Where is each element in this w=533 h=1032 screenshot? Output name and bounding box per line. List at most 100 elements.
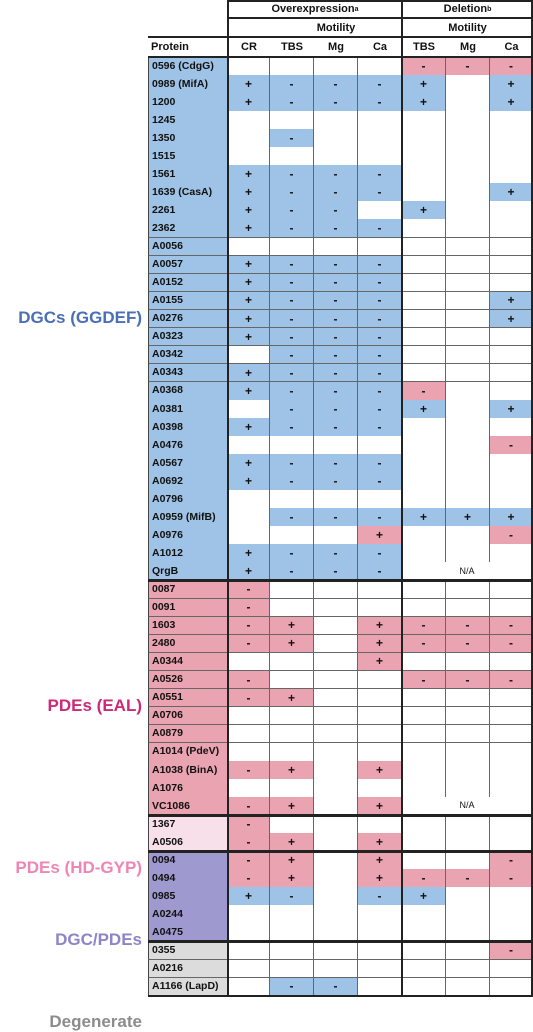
result-cell [446, 381, 490, 401]
result-cell: + [270, 688, 314, 708]
result-cell: - [314, 309, 358, 329]
result-cell [446, 363, 490, 383]
result-cell [228, 742, 270, 762]
result-cell [270, 706, 314, 726]
result-cell [270, 526, 314, 545]
result-cell [314, 526, 358, 545]
result-cell [490, 742, 533, 762]
protein-name-cell: A1038 (BinA) [148, 760, 228, 780]
result-cell [490, 760, 533, 780]
result-cell [314, 147, 358, 166]
result-cell [402, 959, 446, 979]
result-cell [490, 237, 533, 257]
protein-name-cell: 0596 (CdgG) [148, 57, 228, 76]
protein-name-cell: A0692 [148, 472, 228, 491]
result-cell [358, 724, 402, 744]
result-cell [358, 57, 402, 76]
result-cell [358, 815, 402, 834]
result-cell: - [270, 544, 314, 563]
result-cell [446, 111, 490, 130]
result-cell: + [270, 760, 314, 780]
protein-name-cell: VC1086 [148, 797, 228, 816]
result-cell: - [314, 201, 358, 221]
result-cell: - [358, 381, 402, 401]
result-cell [402, 418, 446, 437]
result-cell [446, 815, 490, 834]
result-cell [446, 598, 490, 618]
not-applicable-label: N/A [402, 562, 533, 582]
result-cell: + [490, 75, 533, 94]
result-cell [314, 923, 358, 943]
result-cell: + [270, 634, 314, 654]
result-cell [270, 580, 314, 600]
result-cell: - [402, 57, 446, 76]
horizontal-rule [148, 56, 533, 58]
result-cell [490, 544, 533, 563]
result-cell: - [446, 57, 490, 76]
result-cell: - [358, 345, 402, 365]
result-cell [490, 111, 533, 130]
horizontal-rule [148, 814, 533, 817]
result-cell [314, 652, 358, 672]
result-cell: + [270, 851, 314, 870]
result-cell: - [270, 273, 314, 293]
result-cell [402, 472, 446, 491]
deletion-label: Deletion [443, 3, 488, 15]
result-cell [490, 363, 533, 383]
result-cell: - [314, 93, 358, 112]
result-cell [402, 454, 446, 473]
result-cell [314, 598, 358, 618]
result-cell: + [402, 93, 446, 112]
result-cell: - [228, 634, 270, 654]
result-cell [490, 273, 533, 293]
protein-name-cell: 2480 [148, 634, 228, 654]
protein-name-cell: 1561 [148, 165, 228, 184]
result-cell: - [314, 255, 358, 275]
result-cell [446, 147, 490, 166]
result-cell: + [490, 93, 533, 112]
result-cell: - [270, 345, 314, 365]
result-cell: - [270, 977, 314, 997]
result-cell: + [358, 869, 402, 888]
result-cell: - [314, 381, 358, 401]
result-cell: - [228, 670, 270, 690]
result-cell [358, 706, 402, 726]
result-cell: - [314, 291, 358, 311]
result-cell [446, 399, 490, 419]
protein-name-cell: A0344 [148, 652, 228, 672]
result-cell [358, 490, 402, 509]
result-cell: + [402, 887, 446, 906]
result-cell [446, 923, 490, 943]
result-cell: - [490, 670, 533, 690]
result-cell [402, 309, 446, 329]
result-cell: + [446, 508, 490, 527]
result-cell: - [270, 219, 314, 239]
result-cell [402, 147, 446, 166]
protein-name-cell: 2362 [148, 219, 228, 239]
result-cell: - [270, 165, 314, 184]
result-cell [446, 454, 490, 473]
result-cell [228, 905, 270, 924]
result-cell [270, 237, 314, 257]
result-cell: - [270, 75, 314, 94]
overexpression-header: Overexpression a [228, 0, 402, 18]
column-header-5: Mg [460, 41, 476, 53]
result-cell [490, 201, 533, 221]
result-cell: - [270, 129, 314, 148]
result-cell: - [358, 291, 402, 311]
group-label: DGCs (GGDEF) [18, 307, 142, 327]
result-cell [402, 779, 446, 798]
result-cell: + [358, 851, 402, 870]
result-cell [446, 436, 490, 455]
result-cell: - [358, 309, 402, 329]
result-cell [402, 490, 446, 509]
vertical-rule [227, 0, 229, 996]
result-cell: - [314, 544, 358, 563]
horizontal-rule [148, 36, 533, 38]
protein-name-cell: 1350 [148, 129, 228, 148]
result-cell [314, 634, 358, 654]
result-cell: - [358, 399, 402, 419]
result-cell [402, 742, 446, 762]
result-cell [402, 815, 446, 834]
result-cell: - [358, 75, 402, 94]
